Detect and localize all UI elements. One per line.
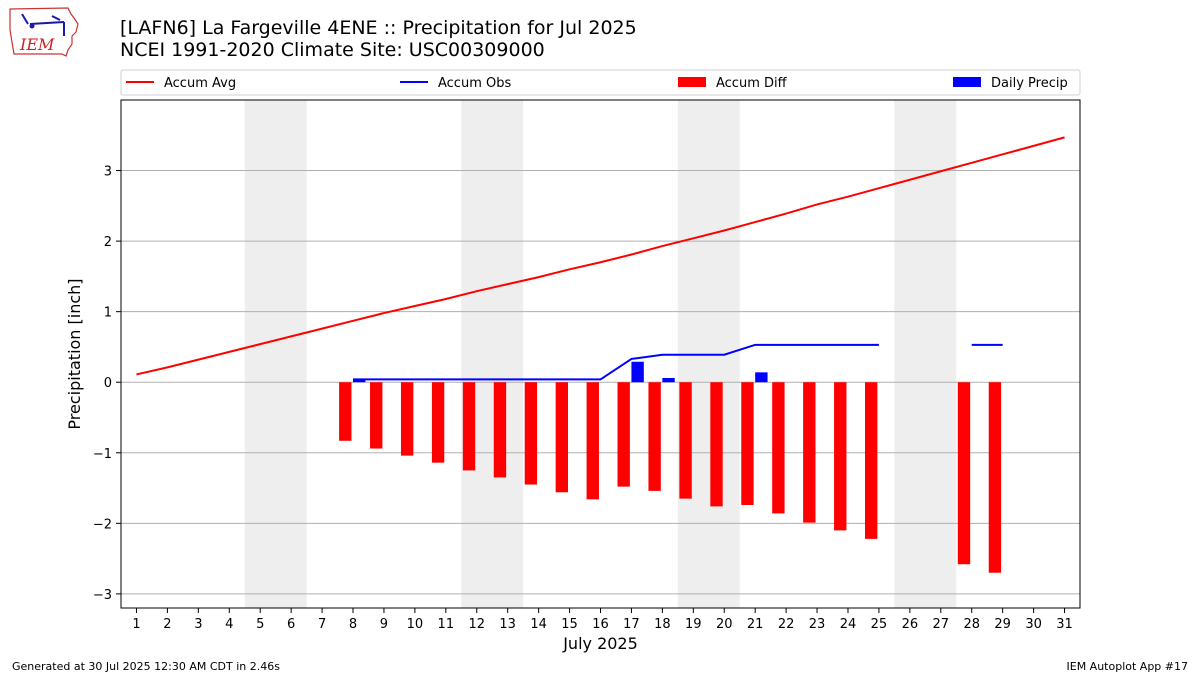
accum-diff-bar	[524, 382, 538, 485]
x-tick-label: 28	[963, 617, 980, 632]
weekend-band	[244, 100, 307, 608]
x-tick-label: 2	[163, 617, 171, 632]
x-tick-label: 27	[933, 617, 950, 632]
x-tick-label: 31	[1056, 617, 1073, 632]
accum-diff-bar	[803, 382, 816, 523]
x-axis: 1 2 3 4 5 6 7 8 9 10 11 12 13 14 15 16 17 18 19 20 21 22 23 24 2…	[132, 608, 1073, 632]
accum-diff-bar	[493, 382, 507, 478]
daily-precip-bar	[631, 361, 644, 383]
generated-timestamp: Generated at 30 Jul 2025 12:30 AM CDT in…	[12, 660, 280, 673]
accum-diff-bar	[370, 382, 383, 449]
app-label: IEM Autoplot App #17	[1066, 660, 1189, 673]
accum-avg-series	[136, 136, 1065, 376]
x-axis-label: July 2025	[562, 634, 638, 653]
weather-station-icon	[21, 13, 65, 36]
x-tick-label: 4	[225, 617, 233, 632]
x-tick-label: 19	[685, 617, 702, 632]
accum-diff-bars	[339, 382, 1002, 573]
x-tick-label: 16	[592, 617, 609, 632]
accum-diff-bar	[679, 382, 692, 499]
accum-diff-bar	[400, 382, 414, 456]
x-tick-label: 20	[716, 617, 733, 632]
x-tick-label: 29	[994, 617, 1011, 632]
x-tick-label: 18	[654, 617, 671, 632]
x-tick-label: 22	[778, 617, 795, 632]
chart-title: [LAFN6] La Fargeville 4ENE :: Precipitat…	[120, 17, 637, 39]
accum-diff-bar	[741, 382, 754, 505]
accum-obs-line	[353, 343, 1003, 381]
daily-precip-bars	[353, 361, 768, 383]
chart-subtitle: NCEI 1991-2020 Climate Site: USC00309000	[120, 39, 545, 61]
y-gridlines	[121, 170, 1080, 595]
accum-diff-bar	[648, 382, 661, 491]
iem-logo: IEM	[9, 7, 79, 57]
legend-label: Accum Avg	[164, 76, 236, 91]
legend: Accum Avg Accum Obs Accum Diff Daily Precip	[120, 69, 1081, 96]
legend-label: Accum Diff	[716, 76, 788, 91]
daily-precip-bar	[353, 379, 366, 383]
y-tick-label: 3	[104, 165, 112, 180]
x-tick-label: 1	[132, 617, 140, 632]
accum-avg-line	[136, 136, 1065, 376]
daily-precip-bar	[755, 372, 768, 383]
accum-diff-bar	[339, 382, 352, 441]
logo-text: IEM	[19, 35, 55, 54]
x-tick-label: 8	[349, 617, 357, 632]
accum-diff-bar	[710, 382, 723, 507]
x-tick-label: 9	[380, 617, 388, 632]
x-tick-label: 5	[256, 617, 264, 632]
legend-label: Accum Obs	[438, 76, 511, 91]
x-tick-label: 13	[499, 617, 516, 632]
x-tick-label: 7	[318, 617, 326, 632]
accum-diff-bar	[834, 382, 847, 531]
y-axis: −3 −2 −1 0 1 2 3	[93, 165, 121, 603]
accum-diff-bar	[988, 382, 1002, 573]
iowa-outline-icon	[9, 7, 79, 57]
x-tick-label: 14	[530, 617, 547, 632]
x-tick-label: 11	[438, 617, 455, 632]
accum-diff-bar	[617, 382, 630, 487]
y-tick-label: −1	[93, 447, 112, 462]
legend-label: Daily Precip	[991, 76, 1068, 91]
y-tick-label: −2	[93, 517, 112, 532]
accum-diff-bar	[555, 382, 569, 493]
y-axis-label: Precipitation [inch]	[65, 278, 84, 429]
legend-swatch	[678, 77, 706, 87]
x-tick-label: 23	[809, 617, 826, 632]
accum-diff-bar	[462, 382, 476, 471]
accum-diff-bar	[864, 382, 878, 539]
y-tick-label: 0	[104, 376, 112, 391]
x-tick-label: 24	[840, 617, 857, 632]
accum-diff-bar	[586, 382, 599, 500]
x-tick-label: 10	[407, 617, 424, 632]
x-tick-label: 17	[623, 617, 640, 632]
weekend-band	[461, 100, 524, 608]
x-tick-label: 30	[1025, 617, 1042, 632]
accum-diff-bar	[772, 382, 785, 514]
y-tick-label: −3	[93, 588, 112, 603]
weekend-shading	[244, 100, 957, 608]
accum-obs-series	[353, 343, 879, 381]
legend-swatch	[953, 77, 981, 87]
x-tick-label: 25	[871, 617, 888, 632]
daily-precip-bar	[662, 377, 675, 383]
x-tick-label: 6	[287, 617, 295, 632]
legend-box	[120, 69, 1081, 96]
accum-diff-bar	[431, 382, 445, 463]
y-tick-label: 2	[104, 235, 112, 250]
x-tick-label: 26	[902, 617, 919, 632]
x-tick-label: 12	[468, 617, 485, 632]
x-tick-label: 15	[561, 617, 578, 632]
y-tick-label: 1	[104, 306, 112, 321]
x-tick-label: 21	[747, 617, 764, 632]
accum-diff-bar	[957, 382, 971, 565]
x-tick-label: 3	[194, 617, 202, 632]
